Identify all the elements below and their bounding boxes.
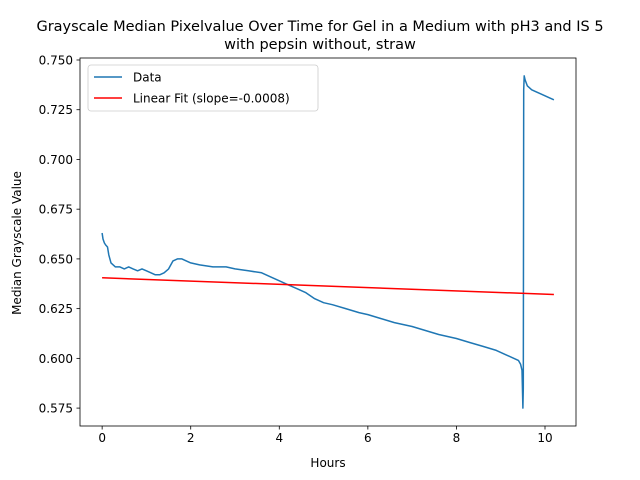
chart-title-line-2: with pepsin without, straw [224, 37, 416, 53]
plot-area: 0 2 4 6 8 10 0.575 0.600 0.625 0.650 0.675 0.700 0.7… [39, 53, 577, 445]
chart-title: Grayscale Median Pixelvalue Over Time fo… [36, 19, 603, 53]
linear-fit-line [102, 277, 554, 296]
y-tick-label: 0.600 [39, 352, 73, 366]
x-axis-label: Hours [310, 456, 345, 470]
x-tick-label: 0 [98, 431, 106, 445]
y-tick-label: 0.625 [39, 302, 73, 316]
x-tick-label: 8 [453, 431, 461, 445]
y-tick-label: 0.750 [39, 53, 73, 67]
legend-box [87, 64, 319, 112]
x-tick-label: 10 [537, 431, 552, 445]
x-tick-label: 2 [187, 431, 195, 445]
y-tick-label: 0.725 [39, 103, 73, 117]
y-tick-label: 0.575 [39, 402, 73, 416]
axes-frame [79, 57, 577, 427]
chart-title-line-1: Grayscale Median Pixelvalue Over Time fo… [36, 19, 603, 35]
x-tick-label: 4 [275, 431, 283, 445]
y-tick-label: 0.700 [39, 153, 73, 167]
data-series-line [101, 75, 555, 409]
y-axis-label: Median Grayscale Value [10, 171, 24, 315]
legend-label: Data [133, 71, 162, 85]
legend-label: Linear Fit (slope=-0.0008) [133, 92, 290, 106]
y-tick-label: 0.650 [39, 252, 73, 266]
y-tick-label: 0.675 [39, 203, 73, 217]
x-tick-label: 6 [364, 431, 372, 445]
